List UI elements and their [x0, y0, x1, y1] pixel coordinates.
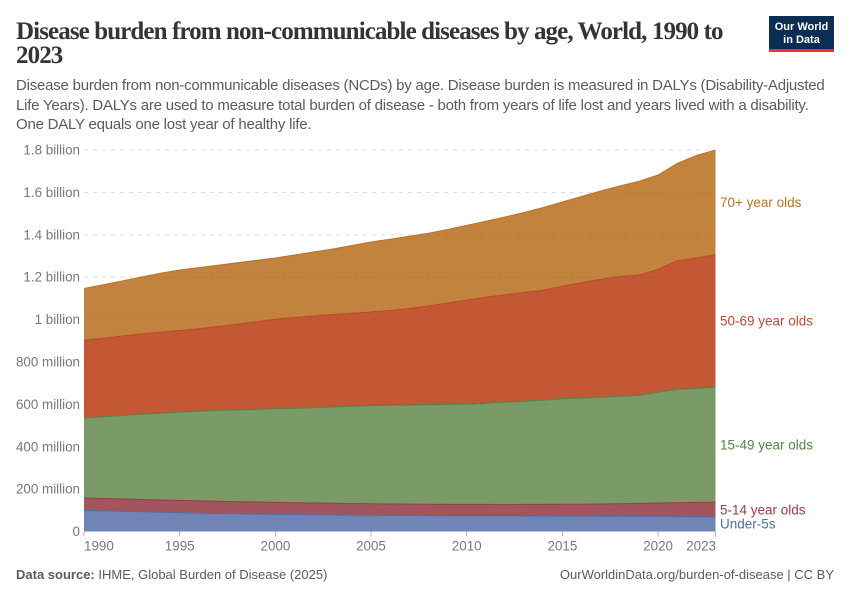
svg-text:800 million: 800 million — [16, 355, 80, 370]
svg-text:2023: 2023 — [686, 539, 716, 554]
svg-text:70+ year olds: 70+ year olds — [720, 195, 802, 210]
svg-text:1 billion: 1 billion — [35, 312, 80, 327]
svg-text:2015: 2015 — [548, 539, 578, 554]
svg-text:5-14 year olds: 5-14 year olds — [720, 503, 806, 518]
svg-text:1995: 1995 — [165, 539, 195, 554]
svg-text:400 million: 400 million — [16, 439, 80, 454]
svg-text:0: 0 — [73, 524, 80, 539]
svg-text:2005: 2005 — [356, 539, 386, 554]
svg-text:15-49 year olds: 15-49 year olds — [720, 438, 813, 453]
svg-text:1.4 billion: 1.4 billion — [23, 227, 80, 242]
svg-text:50-69 year olds: 50-69 year olds — [720, 314, 813, 329]
svg-text:200 million: 200 million — [16, 482, 80, 497]
svg-text:1.8 billion: 1.8 billion — [23, 143, 80, 158]
svg-text:1.2 billion: 1.2 billion — [23, 270, 80, 285]
svg-text:1990: 1990 — [84, 539, 114, 554]
svg-text:1.6 billion: 1.6 billion — [23, 185, 80, 200]
svg-text:600 million: 600 million — [16, 397, 80, 412]
svg-text:2000: 2000 — [261, 539, 291, 554]
svg-text:Under-5s: Under-5s — [720, 517, 776, 532]
svg-text:2010: 2010 — [452, 539, 482, 554]
svg-text:2020: 2020 — [643, 539, 673, 554]
